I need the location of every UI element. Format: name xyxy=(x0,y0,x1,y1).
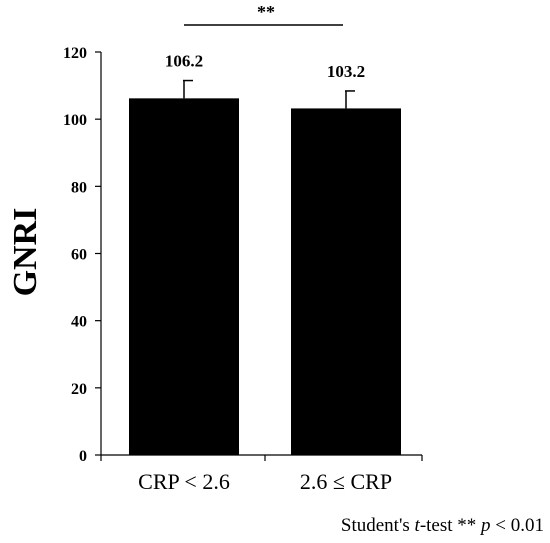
y-tick-label: 20 xyxy=(71,381,87,398)
y-tick-label: 60 xyxy=(71,247,87,264)
y-tick-label: 0 xyxy=(79,448,87,465)
significance-label: ** xyxy=(257,2,275,22)
data-label: 103.2 xyxy=(327,62,365,81)
x-tick-label: 2.6 ≤ CRP xyxy=(300,469,392,494)
x-tick-label: CRP < 2.6 xyxy=(138,469,230,494)
footnote-prefix: Student's xyxy=(341,515,415,536)
statistics-footnote: Student's t-test ** p < 0.01 xyxy=(341,515,544,536)
bar xyxy=(129,98,239,455)
y-tick-label: 120 xyxy=(63,45,87,62)
bars: 106.2 CRP < 2.6 103.2 2.6 ≤ CRP xyxy=(129,52,401,494)
y-tick-label: 80 xyxy=(71,179,87,196)
y-tick-label: 40 xyxy=(71,314,87,331)
footnote-middle: -test ** xyxy=(420,515,481,536)
footnote-p: p xyxy=(479,515,491,536)
y-axis-label: GNRI xyxy=(7,208,44,297)
significance-annotation: ** xyxy=(184,2,343,26)
footnote-t: t xyxy=(415,515,421,536)
bar xyxy=(291,108,401,456)
footnote-suffix: < 0.01 xyxy=(491,515,544,536)
data-label: 106.2 xyxy=(165,52,203,71)
y-tick-label: 100 xyxy=(63,112,87,129)
